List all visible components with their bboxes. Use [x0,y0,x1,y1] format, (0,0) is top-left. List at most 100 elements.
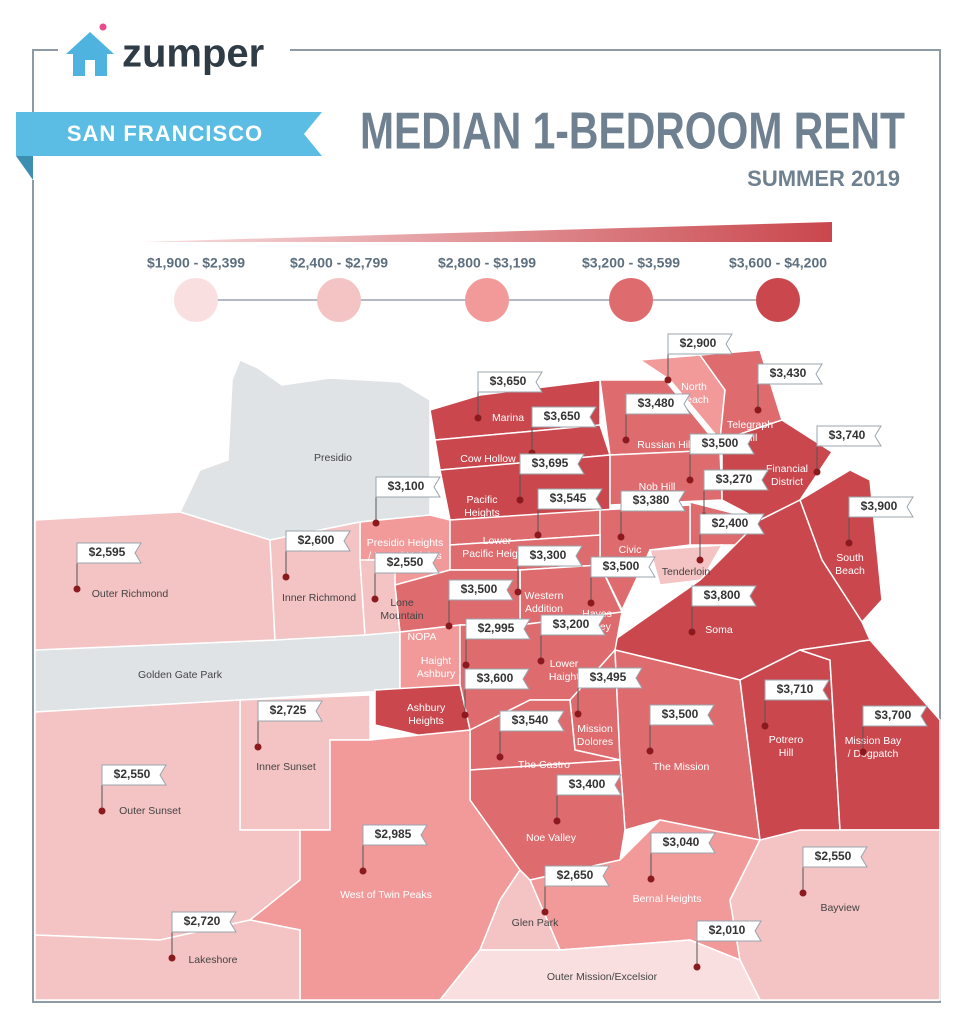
price-flag [667,333,733,355]
price-flag [448,579,514,601]
legend-label: $3,600 - $4,200 [729,255,827,271]
neighborhood-label: Lower [550,658,579,670]
price-label: $2,650 [557,868,594,882]
price-label: $3,500 [603,559,640,573]
neighborhood-label: Hill [779,747,794,759]
neighborhood-label: Western [525,590,564,602]
neighborhood-label: West of Twin Peaks [340,889,432,901]
neighborhood-label: Glen Park [512,917,559,929]
price-label: $2,985 [375,827,412,841]
price-flag [848,496,914,518]
price-label: $2,550 [114,767,151,781]
location-dot [282,573,290,581]
price-label: $3,600 [477,671,514,685]
neighborhood-label: Haight [549,671,579,683]
neighborhood-label: Presidio Heights [367,537,443,549]
price-label: $3,380 [633,493,670,507]
location-dot [514,588,522,596]
price-label: $2,550 [815,849,852,863]
legend-swatch [317,278,361,322]
location-dot [696,556,704,564]
price-flag [620,490,686,512]
neighborhood-label: Civic [619,544,642,556]
neighborhood-label: / Dogpatch [848,748,899,760]
price-label: $3,800 [704,588,741,602]
legend-label: $1,900 - $2,399 [147,255,245,271]
price-flag [862,705,928,727]
legend-swatch [756,278,800,322]
neighborhood-label: Marina [492,412,524,424]
price-label: $3,270 [716,472,753,486]
neighborhood-area [34,919,301,1001]
price-flag [703,469,769,491]
neighborhood-label: District [771,476,803,488]
price-label: $3,540 [512,713,549,727]
city-ribbon: SAN FRANCISCO [16,112,322,180]
price-flag [499,710,565,732]
price-label: $3,300 [530,548,567,562]
location-dot [761,722,769,730]
location-dot [496,753,504,761]
location-dot [574,710,582,718]
neighborhood-label: Pacific Heights [462,548,531,560]
location-dot [622,436,630,444]
price-flag [696,920,762,942]
price-flag [699,513,765,535]
location-dot [168,954,176,962]
price-label: $2,725 [270,703,307,717]
title: MEDIAN 1-BEDROOM RENT [360,103,905,161]
price-flag [465,618,531,640]
price-label: $3,480 [638,396,675,410]
location-dot [474,414,482,422]
legend-wedge [140,222,832,242]
location-dot [541,908,549,916]
frame [32,49,941,1003]
location-dot [693,963,701,971]
neighborhood-label: Pacific [467,494,498,506]
price-flag [816,425,882,447]
area-label: Golden Gate Park [138,669,223,681]
location-dot [646,747,654,755]
location-dot [813,468,821,476]
price-label: $2,595 [89,545,126,559]
price-flag [477,371,543,393]
price-label: $3,695 [532,456,569,470]
price-label: $2,400 [712,516,749,530]
price-flag [689,433,755,455]
price-flag [764,679,830,701]
neighborhood-label: Heights [464,507,500,519]
price-flag [649,704,715,726]
neighborhood-label: Inner Richmond [282,592,356,604]
location-dot [516,496,524,504]
location-dot [553,817,561,825]
price-flag [374,552,440,574]
price-flag [590,556,656,578]
neighborhood-label: Potrero [769,734,804,746]
location-dot [617,533,625,541]
price-flag [544,865,610,887]
price-flag [531,406,597,428]
price-label: $3,500 [461,582,498,596]
price-flag [76,542,142,564]
price-flag [517,545,583,567]
neighborhood-label: Outer Richmond [92,588,169,600]
price-flag [556,774,622,796]
price-label: $3,700 [875,708,912,722]
price-label: $2,995 [478,621,515,635]
neighborhood-label: Lone [390,597,414,609]
neighborhood-label: Noe Valley [526,832,577,844]
location-dot [371,595,379,603]
price-flag [540,614,606,636]
neighborhood-label: South [836,552,864,564]
price-label: $2,900 [680,336,717,350]
neighborhood-label: Ashbury [407,702,446,714]
legend-label: $2,800 - $3,199 [438,255,536,271]
location-dot [73,585,81,593]
price-flag [691,585,757,607]
neighborhood-label: North [681,381,707,393]
neighborhood-label: Outer Mission/Excelsior [547,971,658,983]
city: SAN FRANCISCO [67,121,263,146]
neighborhood-label: Outer Sunset [119,805,181,817]
price-label: $2,600 [298,533,335,547]
price-flag [650,832,716,854]
